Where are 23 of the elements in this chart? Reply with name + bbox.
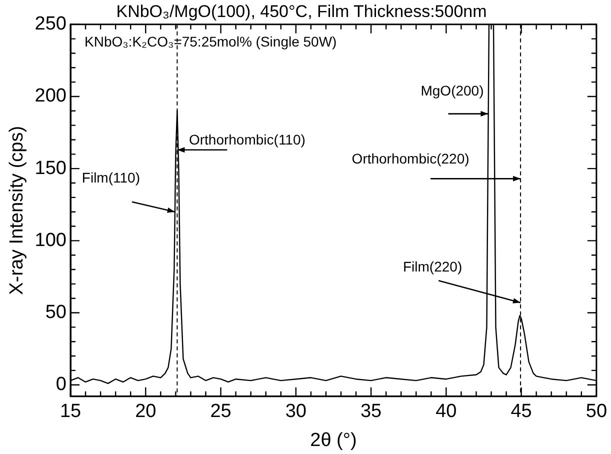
x-tick-label: 50 — [586, 401, 608, 422]
text: KNbO₃:K₂CO₃=75:25mol% (Single 50W) — [84, 33, 337, 50]
x-tick-label: 40 — [436, 401, 457, 422]
x-tick-label: 15 — [60, 401, 82, 422]
y-tick-label: 100 — [34, 230, 66, 251]
annotation: MgO(200) — [420, 82, 484, 99]
annotation: Film(220) — [402, 258, 462, 275]
y-tick-label: 150 — [34, 158, 66, 179]
y-tick-label: 250 — [34, 14, 66, 35]
annotation: Film(110) — [82, 170, 140, 186]
x-tick-label: 35 — [360, 401, 382, 422]
x-tick-label: 20 — [135, 401, 156, 422]
x-tick-label: 25 — [210, 401, 232, 422]
x-tick-label: 30 — [285, 401, 306, 422]
annotation: Orthorhombic(220) — [352, 150, 470, 167]
x-axis-title: 2θ (°) — [310, 430, 357, 451]
chart-title: KNbO₃/MgO(100), 450°C, Film Thickness:500nm — [116, 2, 487, 21]
x-tick-label: 45 — [510, 401, 532, 422]
y-tick-label: 0 — [56, 374, 66, 396]
y-axis-title: X-ray Intensity (cps) — [6, 126, 28, 295]
y-tick-label: 200 — [34, 86, 66, 107]
annotation: Orthorhombic(110) — [188, 132, 306, 148]
y-tick-label: 50 — [45, 302, 66, 324]
